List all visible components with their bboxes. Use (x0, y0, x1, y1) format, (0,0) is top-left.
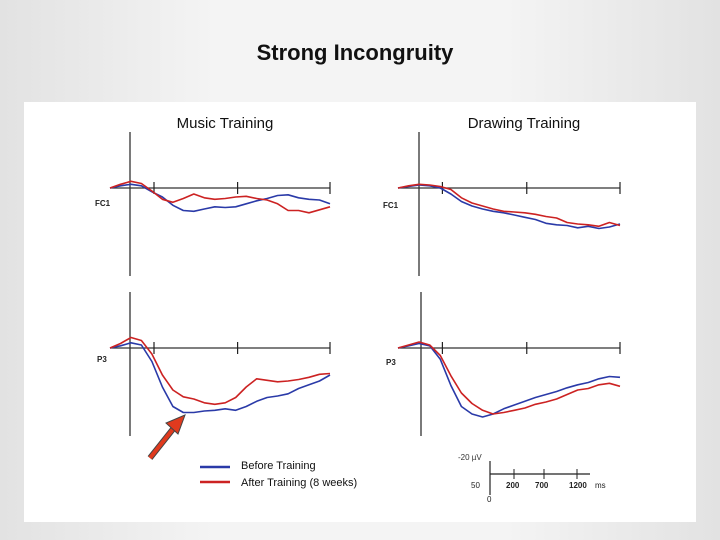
legend-label-before: Before Training (241, 460, 316, 472)
scale-amplitude-label: -20 µV (458, 453, 482, 462)
column-title: Music Training (177, 115, 274, 132)
annotation-arrow-head (165, 414, 186, 435)
scale-tick-label: 1200 (569, 481, 587, 490)
erp-trace-line (397, 342, 621, 418)
figure-panel: Music Training FC1 Drawing Training FC1 P3 P3… (24, 102, 696, 522)
scale-zero-label: 0 (487, 495, 492, 504)
scale-tick-label: 200 (506, 481, 520, 490)
electrode-label: FC1 (383, 201, 399, 210)
erp-trace-line (109, 183, 331, 213)
erp-trace-line (109, 336, 331, 406)
scale-tick-label: 50 (471, 481, 480, 490)
slide-title: Strong Incongruity (256, 40, 454, 65)
erp-trace-line (109, 180, 331, 214)
erp-trace-line (397, 341, 621, 415)
column-title: Drawing Training (468, 115, 581, 132)
erp-trace-line (397, 183, 621, 228)
erp-trace-line (109, 342, 331, 414)
electrode-label: P3 (97, 355, 107, 364)
erp-figure: Music Training FC1 Drawing Training FC1 P3 P3… (95, 115, 621, 504)
legend-label-after: After Training (8 weeks) (241, 477, 357, 489)
electrode-label: FC1 (95, 199, 111, 208)
annotation-arrow-shaft (148, 422, 179, 460)
scale-tick-label: 700 (535, 481, 549, 490)
erp-trace-line (397, 184, 621, 230)
scale-time-unit: ms (595, 481, 606, 490)
electrode-label: P3 (386, 358, 396, 367)
